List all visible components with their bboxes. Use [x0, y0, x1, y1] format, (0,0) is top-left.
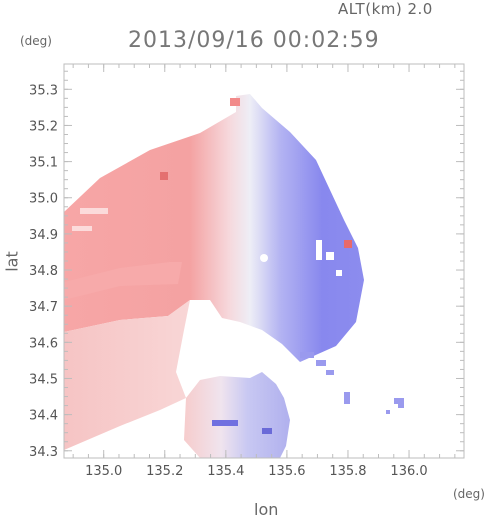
y-tick-label: 34.3	[29, 445, 58, 460]
y-tick-label: 35.1	[29, 156, 58, 171]
y-tick-label: 34.4	[29, 409, 58, 424]
y-tick-label: 34.9	[29, 228, 58, 243]
y-tick-label: 34.7	[29, 300, 58, 315]
x-tick-label: 135.4	[207, 464, 244, 479]
x-tick-label: 135.8	[329, 464, 366, 479]
y-tick-label: 35.2	[29, 119, 58, 134]
echo-highlights	[72, 98, 352, 434]
y-tick-label: 34.6	[29, 336, 58, 351]
altitude-label: ALT(km) 2.0	[338, 0, 433, 18]
y-tick-label: 34.8	[29, 264, 58, 279]
timestamp-title: 2013/09/16 00:02:59	[128, 28, 380, 53]
x-tick-label: 135.0	[85, 464, 122, 479]
echo-wedge	[64, 300, 190, 450]
x-tick-label: 135.2	[146, 464, 183, 479]
echo-gaps	[260, 240, 342, 276]
y-tick-label: 34.5	[29, 372, 58, 387]
echo-south	[184, 372, 290, 458]
x-unit-label: (deg)	[453, 487, 485, 501]
axis-ticks: 135.0 135.2 135.4 135.6 135.8 136.0 35.3 35.2 35…	[29, 64, 464, 479]
scattered-echoes	[300, 352, 404, 414]
y-unit-label: (deg)	[20, 34, 52, 48]
echo-west-band	[64, 262, 182, 300]
y-tick-label: 35.3	[29, 83, 58, 98]
x-tick-label: 135.6	[268, 464, 305, 479]
x-axis-label: lon	[254, 500, 279, 519]
radar-echo-layer	[64, 94, 404, 458]
x-tick-label: 136.0	[390, 464, 427, 479]
echo-main	[64, 94, 364, 362]
y-tick-label: 35.0	[29, 192, 58, 207]
